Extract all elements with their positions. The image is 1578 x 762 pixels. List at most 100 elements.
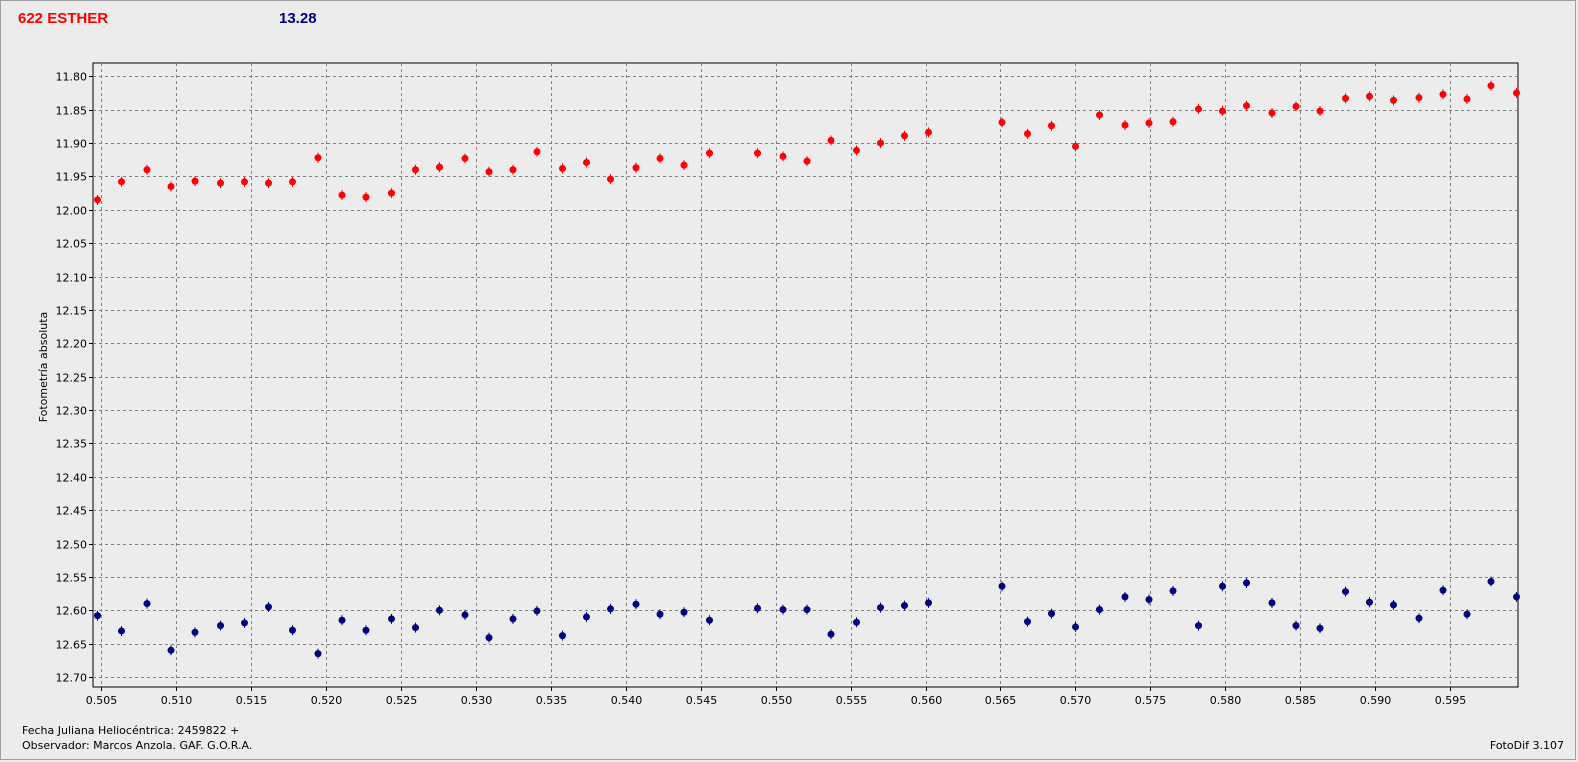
- data-point-blue: [1072, 621, 1079, 632]
- data-point-red: [94, 194, 101, 205]
- data-point-red: [1366, 91, 1373, 102]
- x-tick-label: 0.585: [1285, 694, 1317, 707]
- data-point-blue: [827, 629, 835, 640]
- data-point-red: [1415, 92, 1423, 103]
- julian-date-label: Fecha Juliana Heliocéntrica: 2459822 +: [22, 724, 240, 737]
- data-point-red: [1390, 95, 1397, 106]
- x-tick-label: 0.515: [236, 694, 268, 707]
- data-point-blue: [289, 625, 296, 636]
- data-point-red: [607, 174, 614, 185]
- data-point-red: [877, 138, 884, 149]
- data-point-blue: [1342, 586, 1349, 597]
- data-point-blue: [1145, 594, 1153, 605]
- y-tick-label: 12.50: [56, 539, 88, 552]
- observer-label: Observador: Marcos Anzola. GAF. G.O.R.A.: [22, 739, 253, 752]
- data-point-red: [1268, 108, 1276, 119]
- data-point-red: [1439, 89, 1447, 100]
- data-point-blue: [1048, 608, 1055, 619]
- data-point-blue: [1316, 623, 1324, 634]
- x-tick-label: 0.540: [611, 694, 643, 707]
- data-point-red: [289, 176, 296, 187]
- data-point-blue: [583, 611, 590, 622]
- data-point-blue: [1487, 576, 1495, 587]
- data-point-blue: [388, 613, 395, 624]
- data-point-red: [1316, 106, 1324, 117]
- data-point-red: [143, 164, 151, 175]
- data-point-blue: [1439, 585, 1447, 596]
- y-tick-label: 11.80: [56, 71, 88, 84]
- data-point-red: [362, 192, 370, 203]
- data-point-red: [706, 148, 713, 159]
- object-title: 622 ESTHER: [18, 10, 109, 27]
- data-point-blue: [1366, 597, 1373, 608]
- data-point-blue: [1195, 620, 1202, 631]
- data-point-blue: [632, 599, 640, 610]
- y-axis-label: Fotometría absoluta: [37, 312, 50, 423]
- data-point-red: [1121, 120, 1129, 131]
- x-tick-label: 0.520: [311, 694, 343, 707]
- data-point-red: [1487, 80, 1495, 91]
- data-point-red: [1243, 100, 1250, 111]
- y-tick-label: 12.70: [56, 672, 88, 685]
- x-tick-label: 0.565: [985, 694, 1017, 707]
- data-point-red: [265, 178, 272, 189]
- data-point-red: [1463, 94, 1471, 105]
- data-point-red: [241, 176, 248, 187]
- data-point-blue: [167, 645, 175, 656]
- data-point-blue: [1219, 581, 1226, 592]
- data-point-red: [1195, 104, 1202, 115]
- data-point-blue: [533, 605, 541, 616]
- data-point-red: [436, 162, 443, 173]
- data-point-blue: [925, 597, 932, 608]
- data-point-blue: [877, 602, 884, 613]
- data-point-red: [827, 135, 835, 146]
- data-point-red: [1219, 106, 1226, 117]
- data-point-blue: [680, 607, 688, 618]
- data-point-red: [583, 157, 590, 168]
- data-point-blue: [1415, 613, 1423, 624]
- data-point-blue: [436, 605, 443, 616]
- data-point-red: [656, 153, 664, 164]
- software-version: FotoDif 3.107: [1489, 739, 1564, 752]
- data-point-blue: [412, 622, 419, 633]
- x-tick-label: 0.580: [1210, 694, 1242, 707]
- data-point-blue: [706, 615, 713, 626]
- data-point-blue: [1243, 577, 1250, 588]
- data-point-red: [1072, 141, 1079, 152]
- data-point-red: [1292, 101, 1300, 112]
- data-point-blue: [143, 598, 151, 609]
- x-tick-label: 0.555: [836, 694, 868, 707]
- data-point-blue: [241, 617, 248, 628]
- x-tick-label: 0.570: [1060, 694, 1092, 707]
- tick-layer: 0.505 0.510 0.515 0.520 0.525 0.530 0.535 0.540…: [56, 71, 1467, 708]
- data-point-blue: [1096, 604, 1103, 615]
- data-point-blue: [118, 625, 125, 636]
- data-point-blue: [803, 604, 811, 615]
- data-point-blue: [998, 581, 1006, 592]
- data-point-red: [1024, 128, 1031, 139]
- data-point-red: [509, 164, 517, 175]
- data-point-red: [853, 145, 860, 156]
- y-tick-label: 12.10: [56, 272, 88, 285]
- data-point-blue: [217, 620, 224, 631]
- data-point-blue: [853, 617, 860, 628]
- data-point-red: [1513, 88, 1520, 99]
- x-tick-label: 0.510: [161, 694, 193, 707]
- y-tick-label: 12.60: [56, 605, 88, 618]
- x-tick-label: 0.560: [911, 694, 943, 707]
- data-point-red: [118, 176, 125, 187]
- data-point-blue: [1121, 591, 1129, 602]
- x-tick-label: 0.595: [1435, 694, 1467, 707]
- data-point-red: [1048, 120, 1055, 131]
- data-point-red: [388, 188, 395, 199]
- data-point-blue: [607, 603, 614, 614]
- data-point-blue: [461, 609, 469, 620]
- data-point-blue: [1513, 591, 1520, 602]
- data-point-red: [412, 164, 419, 175]
- data-point-blue: [1463, 609, 1471, 620]
- data-point-red: [1342, 93, 1349, 104]
- data-point-blue: [559, 630, 566, 641]
- data-point-blue: [1024, 616, 1031, 627]
- data-point-blue: [754, 603, 761, 614]
